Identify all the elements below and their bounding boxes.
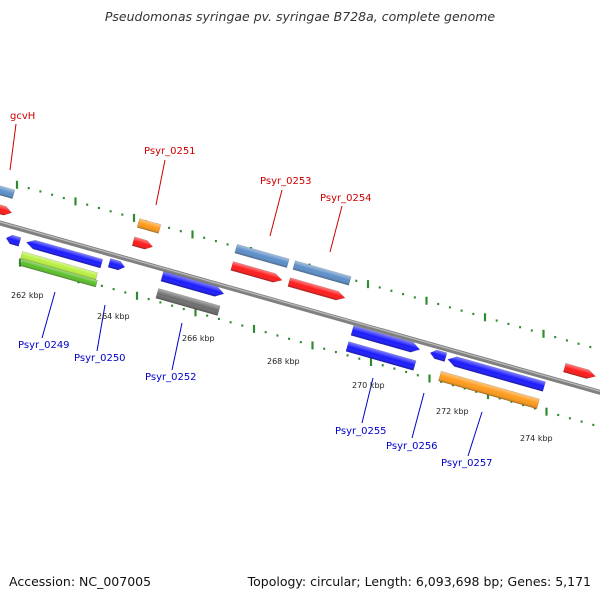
gene-label: Psyr_0252 <box>145 372 197 383</box>
backbone-highlight <box>0 221 600 392</box>
backbone-line <box>0 220 600 395</box>
scale-label: 266 kbp <box>182 334 215 343</box>
genome-backbone <box>0 220 600 395</box>
leader-line <box>96 304 106 352</box>
gene-label: Psyr_0250 <box>74 353 126 364</box>
gene-label: Psyr_0253 <box>260 176 312 187</box>
gene-label: Psyr_0251 <box>144 146 196 157</box>
leader-line <box>155 159 166 206</box>
feature-red-3 <box>287 277 346 301</box>
feature-red-2 <box>230 261 283 283</box>
feature-red-0 <box>0 202 13 216</box>
feature-Psyr_0251 <box>136 218 162 234</box>
gene-label: Psyr_0257 <box>441 458 493 469</box>
feature-Psyr_0256 <box>345 341 417 371</box>
feature-Psyr_0257 <box>438 370 540 410</box>
gene-label: gcvH <box>10 111 35 122</box>
feature-Psyr_0249-green <box>20 258 98 288</box>
leader-line <box>41 291 56 339</box>
scale-label: 272 kbp <box>436 407 469 416</box>
feature-blue-5 <box>429 349 448 362</box>
feature-Psyr_0254 <box>292 260 352 286</box>
feature-gcvH <box>0 183 16 199</box>
leader-line <box>269 189 283 237</box>
leader-line <box>467 411 483 457</box>
leader-line <box>329 205 343 253</box>
feature-Psyr_0255 <box>350 325 421 353</box>
label-leader-lines <box>9 123 483 457</box>
feature-red-4 <box>563 362 596 379</box>
feature-Psyr_0253 <box>234 243 290 269</box>
scale-label: 274 kbp <box>520 434 553 443</box>
leader-line <box>9 123 17 171</box>
feature-Psyr_0257-blue <box>447 356 546 392</box>
accession-text: Accession: NC_007005 <box>9 574 152 589</box>
feature-Psyr_0250 <box>107 258 126 271</box>
genome-summary-text: Topology: circular; Length: 6,093,698 bp… <box>247 574 591 589</box>
leader-line <box>171 322 183 371</box>
map-title: Pseudomonas syringae pv. syringae B728a,… <box>104 9 496 24</box>
scale-label: 268 kbp <box>267 357 300 366</box>
scale-labels: 262 kbp 264 kbp 266 kbp 268 kbp 270 kbp 272 k… <box>11 291 553 443</box>
leader-line <box>361 377 374 424</box>
scale-label: 264 kbp <box>97 312 130 321</box>
gene-label: Psyr_0255 <box>335 426 387 437</box>
leader-line <box>411 392 425 439</box>
scale-label: 270 kbp <box>352 381 385 390</box>
feature-Psyr_0252 <box>155 288 221 316</box>
gene-label: Psyr_0254 <box>320 193 372 204</box>
scale-label: 262 kbp <box>11 291 44 300</box>
gene-labels: gcvH Psyr_0251 Psyr_0253 Psyr_0254 Psyr_0249… <box>10 111 493 469</box>
feature-Psyr_0249-a <box>25 239 104 269</box>
feature-blue-0 <box>5 234 22 247</box>
feature-Psyr_0252-blue <box>160 271 225 297</box>
feature-red-1 <box>131 236 154 250</box>
gene-label: Psyr_0249 <box>18 340 70 351</box>
gene-features <box>0 183 596 410</box>
gene-label: Psyr_0256 <box>386 441 438 452</box>
